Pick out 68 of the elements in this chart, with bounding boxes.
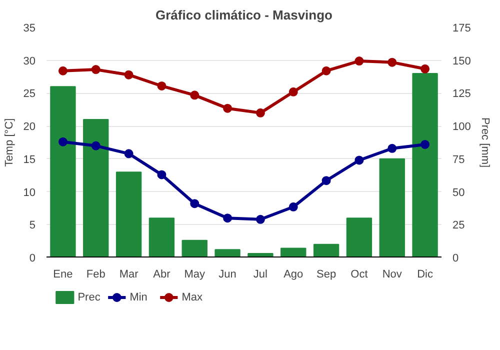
y2-axis-title: Prec [mm] [478,117,491,168]
y2-tick-label: 100 [452,121,471,134]
x-tick-label: Jun [218,268,236,280]
y2-tick-label: 0 [452,252,459,264]
y-tick-label: 30 [23,55,36,68]
bar [116,172,142,258]
point [190,199,200,208]
point [58,137,68,146]
bar [182,240,208,258]
y-tick-label: 10 [23,186,36,199]
x-tick-label: Oct [350,268,368,280]
point [388,144,397,153]
y2-tick-label: 125 [452,88,471,100]
point [288,87,298,96]
y2-tick-label: 50 [452,186,465,199]
y-tick-label: 25 [23,88,36,100]
y2-tick-label: 25 [452,220,465,232]
x-tick-label: May [184,268,206,280]
y2-tick-label: 150 [452,55,471,68]
point [124,149,134,158]
x-tick-label: Nov [382,268,402,280]
point [256,108,265,118]
x-tick-label: Ene [53,268,73,280]
legend-label: Min [130,292,148,304]
point [288,202,298,212]
x-tick-label: Dic [417,268,434,280]
y2-tick-label: 175 [452,22,471,34]
point [124,70,134,80]
point [322,66,331,76]
x-tick-label: Mar [119,268,139,280]
bar [379,158,405,258]
x-tick-label: Abr [153,268,171,280]
bar [412,73,438,258]
x-tick-label: Sep [316,268,336,280]
y-tick-label: 35 [23,22,36,34]
y-tick-label: 20 [23,121,36,134]
legend-label: Max [182,292,203,304]
x-tick-label: Jul [253,268,268,280]
point [354,56,364,66]
legend-label: Prec [78,292,101,304]
point [420,64,430,74]
point [91,141,100,150]
bar [214,249,240,258]
point [388,58,397,67]
x-tick-label: Ago [284,268,304,280]
y2-tick-label: 75 [452,154,465,166]
point [223,214,232,223]
y-tick-label: 15 [23,154,36,166]
bar [148,218,175,258]
y-axis-title: Temp [°C] [3,118,16,167]
point [58,66,68,76]
y-tick-label: 0 [29,252,36,264]
point [322,176,331,186]
point [223,104,232,113]
point [420,140,430,149]
bar [50,86,76,258]
point [190,90,200,100]
bar [313,244,340,258]
point [157,81,166,90]
point [157,170,166,180]
bar [83,119,109,258]
point [91,65,100,74]
point [256,214,265,224]
y-tick-label: 5 [29,220,36,232]
bar [346,218,372,258]
chart-title: Gráfico climático - Masvingo [156,8,333,22]
point [354,156,364,165]
x-tick-label: Feb [86,268,106,280]
